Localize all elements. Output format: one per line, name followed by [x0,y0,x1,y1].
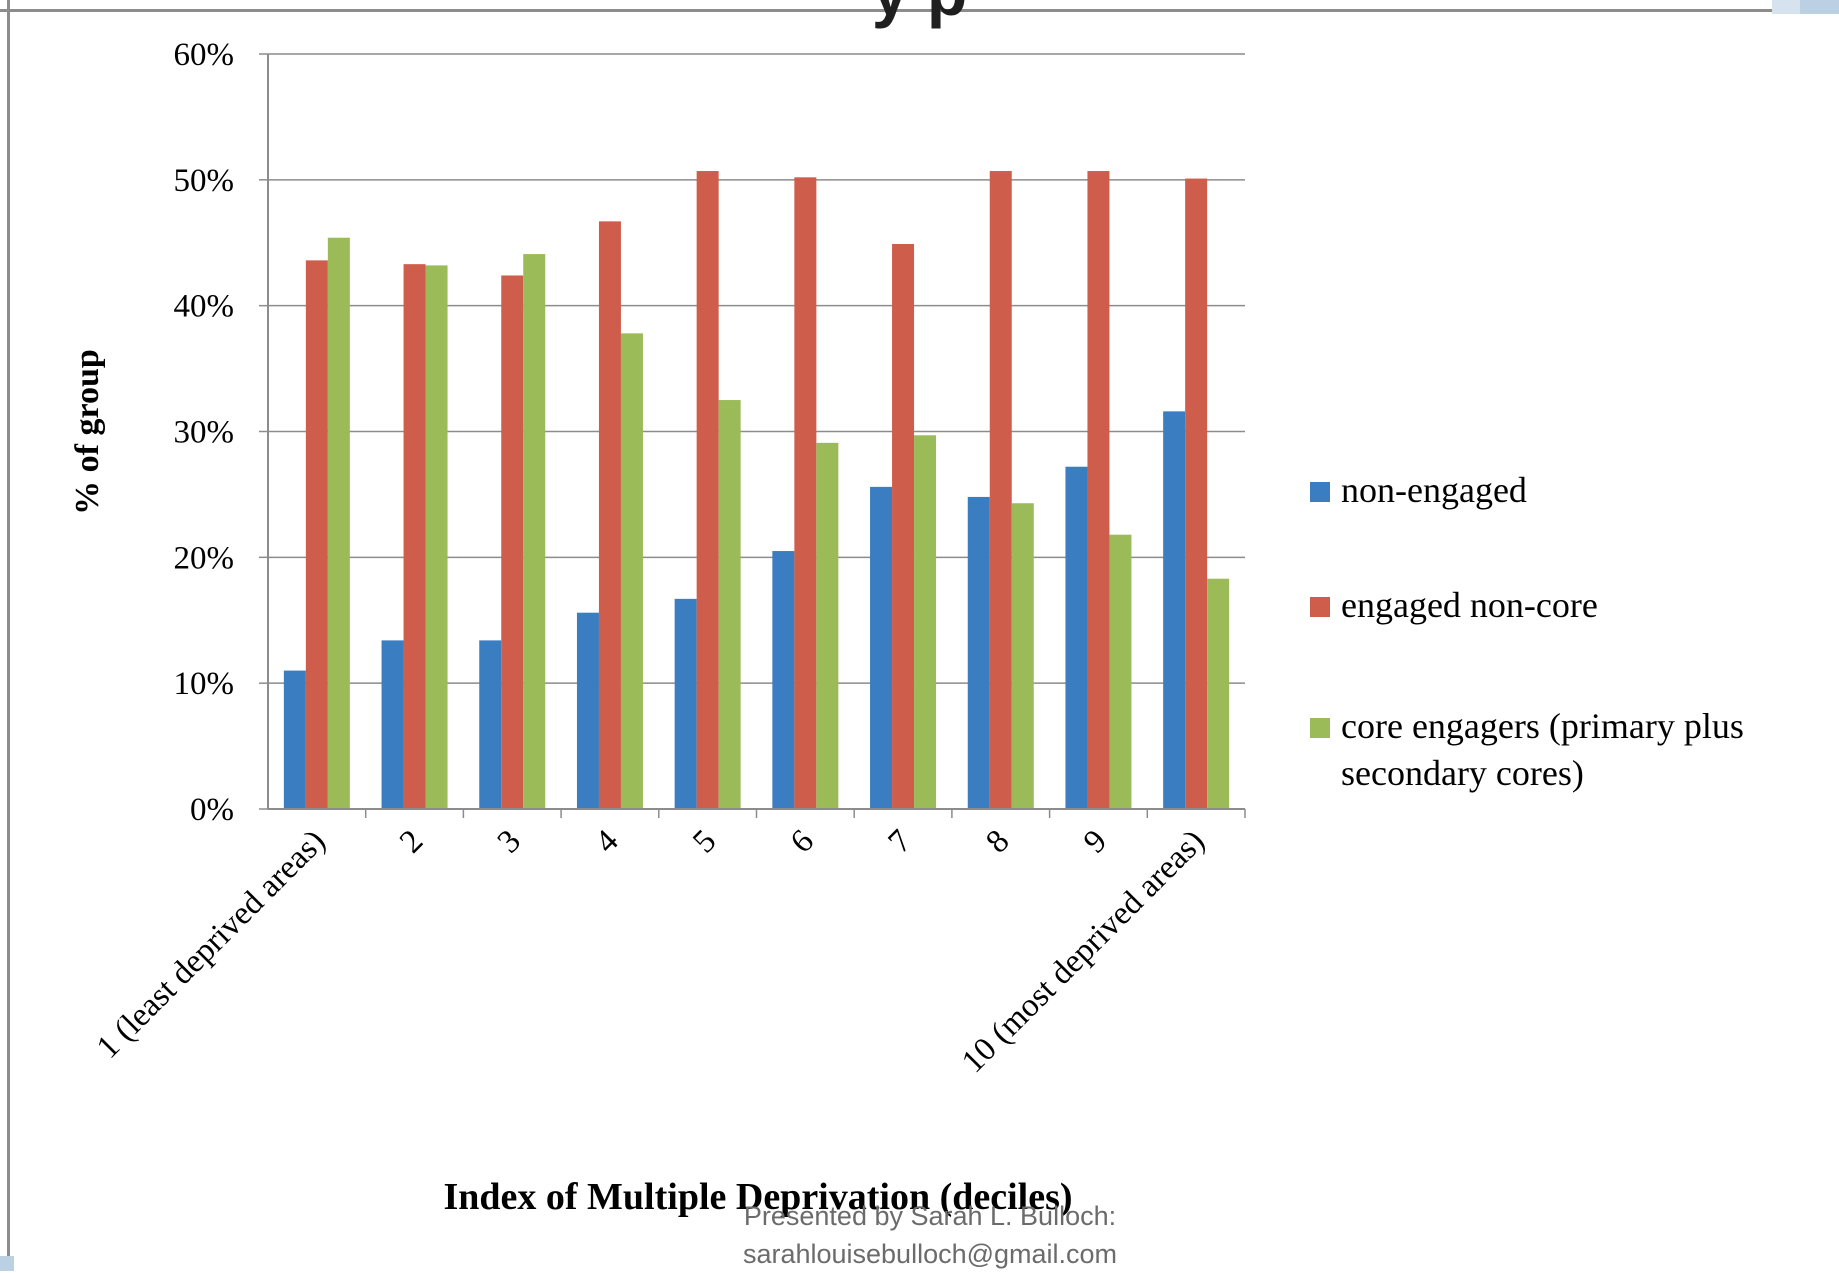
y-tick-label: 10% [174,666,235,702]
slide-left-border [0,0,10,1271]
bar [620,333,643,809]
axes [259,53,1246,818]
legend-label: core engagers (primary plus [1341,706,1744,746]
x-axis-label: Index of Multiple Deprivation (deciles) [443,1176,1072,1218]
legend-label: engaged non-core [1341,585,1598,625]
slide-top-border [0,0,1780,12]
presenter-name: Presented by Sarah L. Bulloch: [743,1201,1117,1231]
x-tick-labels: 1 (least deprived areas) 2 3 4 5 6 7 8 910 (most… [90,823,1212,1080]
legend-swatch [1310,718,1330,738]
bar [1163,411,1186,809]
x-tick-label: 4 [588,823,625,860]
corner-decoration-accent [1800,0,1839,14]
y-tick-label: 30% [174,415,235,451]
bar [381,640,404,809]
bar [718,400,741,809]
x-tick-label: 6 [784,823,821,860]
bar [967,496,990,809]
bar [1207,578,1230,809]
bar [598,221,621,809]
x-tick-label: 9 [1077,823,1114,860]
x-tick-label: 3 [491,823,528,860]
bar [696,171,719,809]
legend-swatch [1310,597,1330,617]
y-tick-label: 40% [174,289,235,325]
bar [870,486,893,809]
slide-title-partial: y p [0,0,1839,25]
bar [479,640,502,809]
bar [576,612,599,809]
bar [674,598,697,809]
legend-label: non-engaged [1341,470,1527,510]
bar [794,177,817,810]
bar [1109,534,1132,809]
bar [523,254,546,809]
bar [816,442,839,809]
y-tick-label: 20% [174,540,235,576]
y-axis-label: % of group [69,349,106,515]
x-tick-label: 1 (least deprived areas) [90,823,332,1065]
bar [403,264,426,809]
x-tick-label: 7 [882,823,919,860]
bars [283,171,1230,810]
y-tick-labels: 0% 10% 20% 30% 40% 50% 60% [174,37,235,828]
x-tick-label: 5 [686,823,723,860]
x-tick-label: 8 [979,823,1016,860]
bar [914,435,937,809]
x-tick-label: 2 [393,823,430,860]
bottom-left-decoration [0,1256,14,1271]
bar [501,275,524,809]
bar [1065,466,1088,809]
bar [1011,503,1034,809]
presenter-email: sarahlouisebulloch@gmail.com [742,1239,1118,1269]
bar [1185,178,1208,809]
y-tick-label: 50% [174,163,235,199]
bar [305,260,328,809]
bar [989,171,1012,809]
y-tick-label: 0% [190,792,234,828]
bar [1087,171,1110,809]
legend-swatch [1310,482,1330,502]
y-tick-label: 60% [174,37,235,73]
bar [892,244,915,810]
x-tick-label: 10 (most deprived areas) [955,823,1212,1080]
legend-label: secondary cores) [1341,753,1584,793]
presenter-credit: Presented by Sarah L. Bulloch: sarahloui… [680,1197,1180,1273]
bar [425,265,448,809]
bar [327,237,350,809]
legend: non-engaged engaged non-core core engagers… [1310,470,1744,793]
bar [283,670,306,809]
bar [772,551,795,809]
